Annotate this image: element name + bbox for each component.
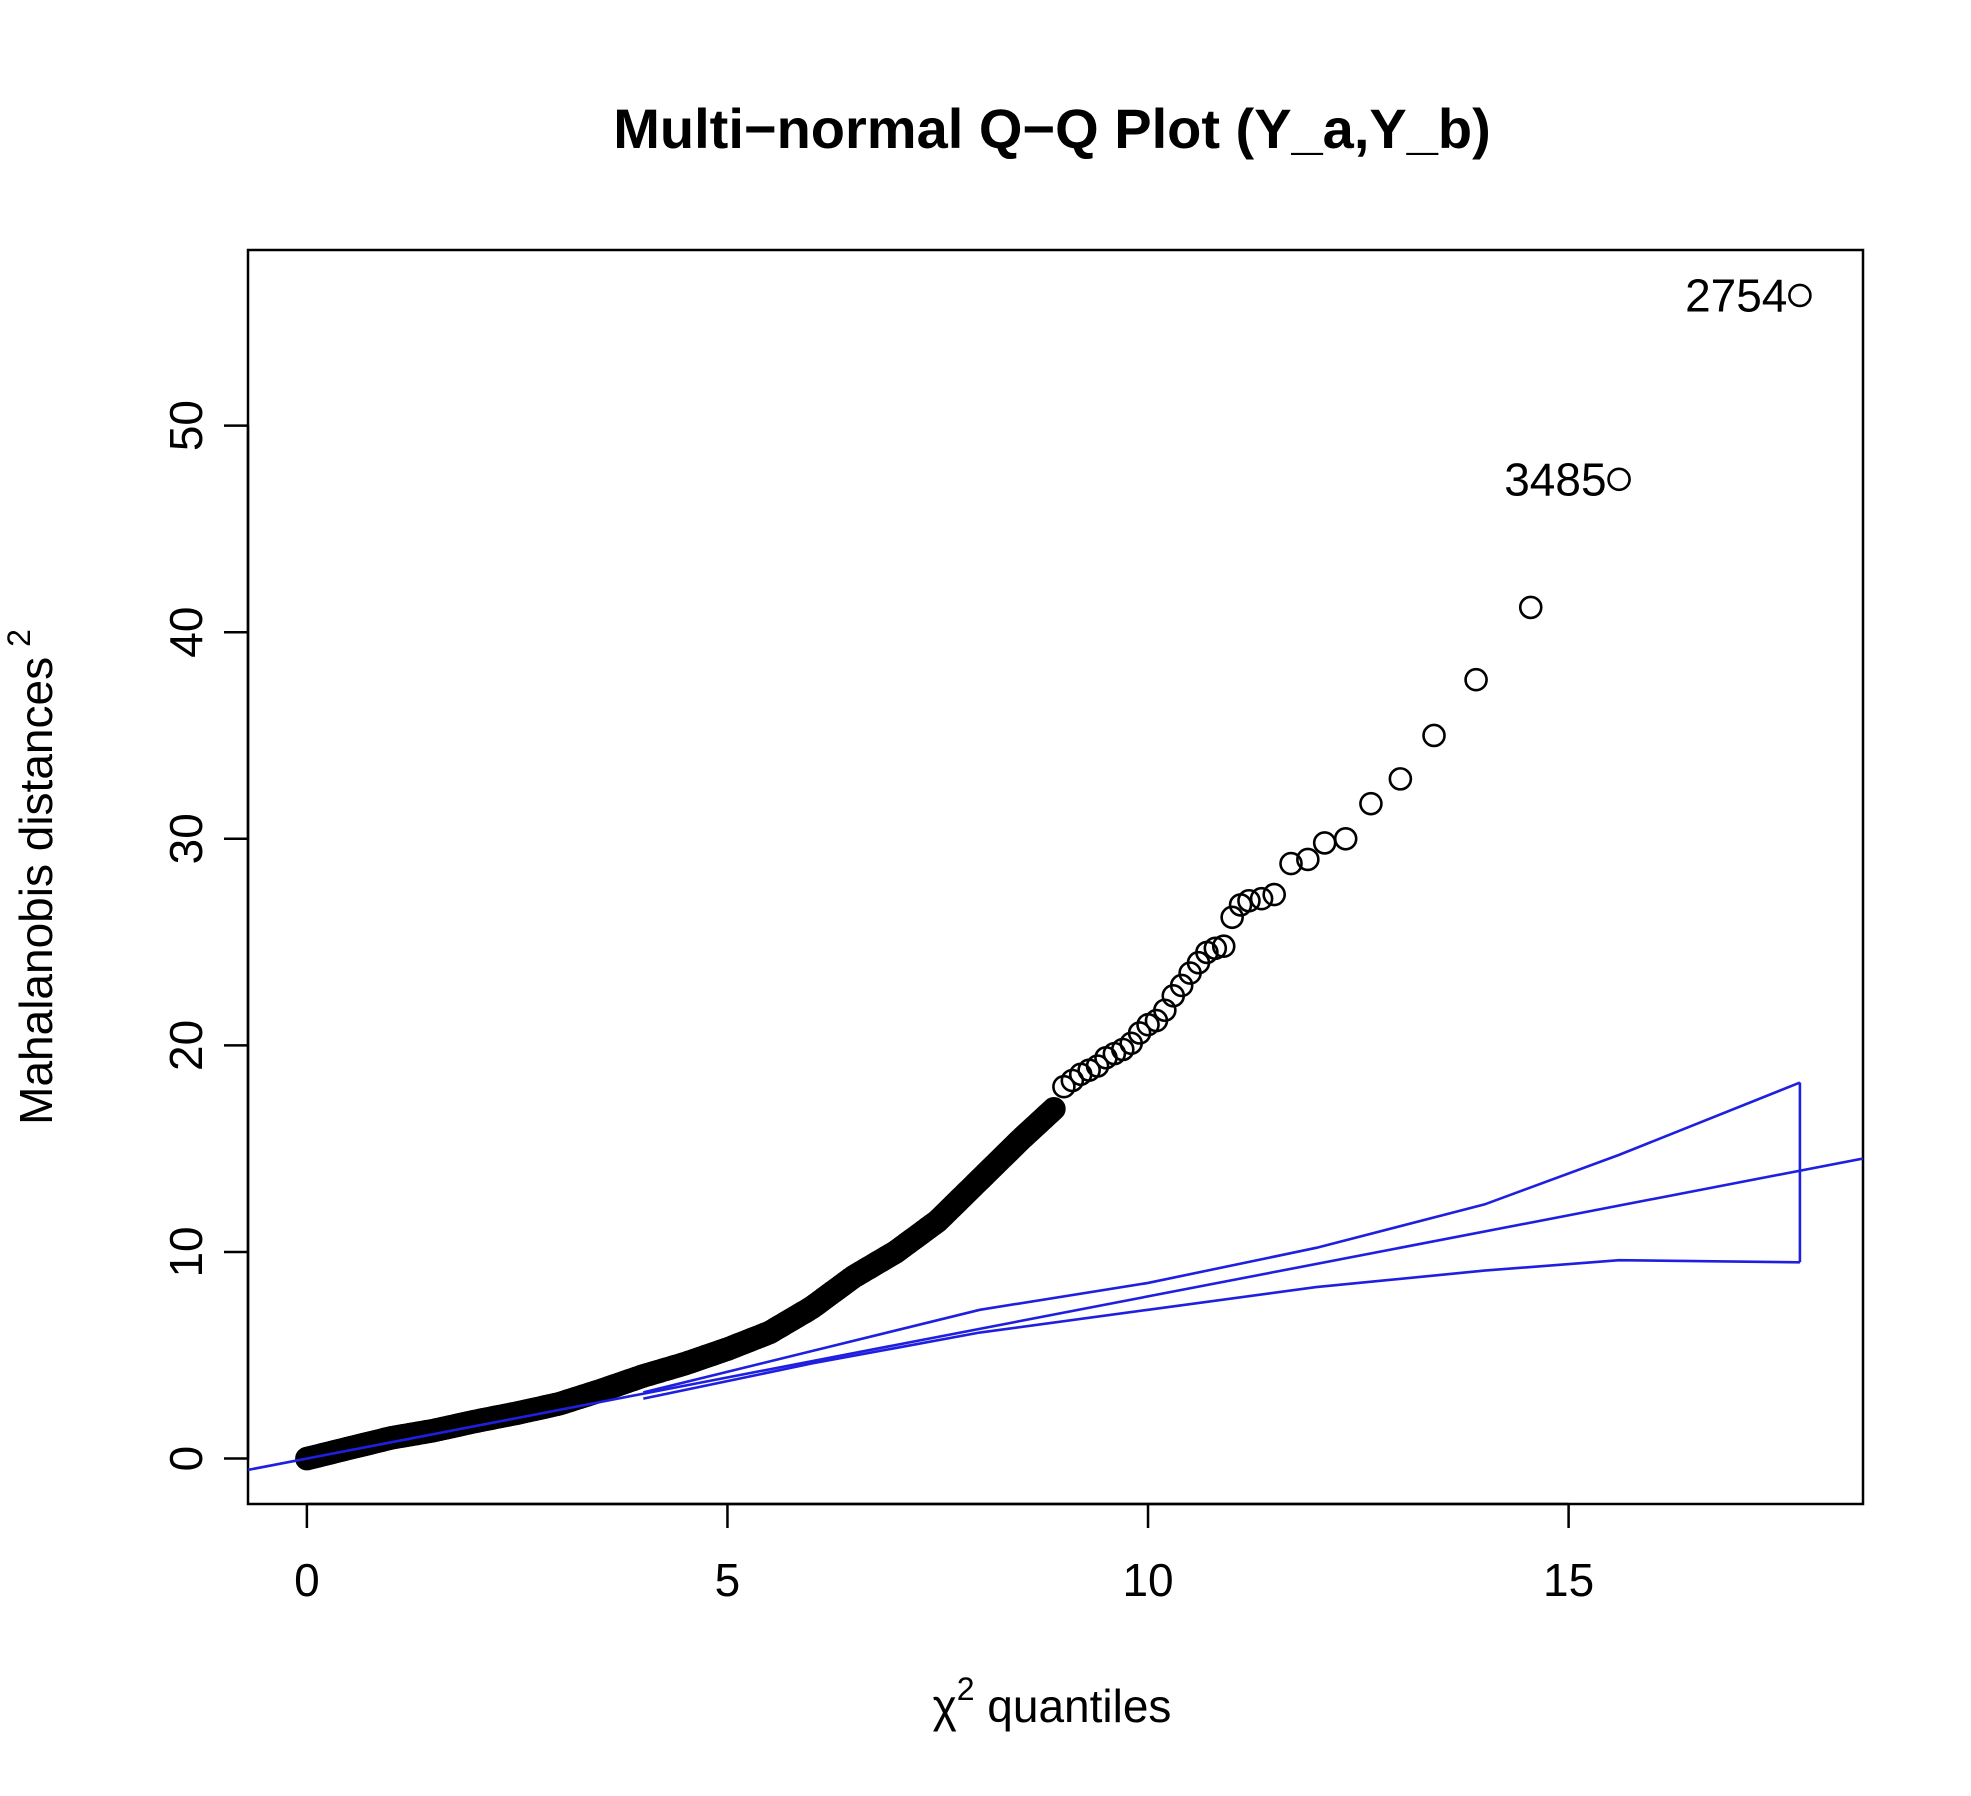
data-point [1203,936,1228,961]
outlier-point [1607,467,1631,492]
data-point [1296,847,1320,872]
outlier-points: 3485 2754 [1504,269,1812,505]
data-point [1359,791,1383,816]
data-point [1220,905,1244,930]
y-axis: 0 10 20 30 40 50 [160,400,250,1472]
y-tick-label: 50 [160,400,212,451]
x-axis: 0 5 10 15 [294,1502,1594,1606]
y-tick-label: 10 [160,1226,212,1277]
x-tick-label: 10 [1122,1554,1173,1606]
data-point [1211,934,1236,959]
data-point [1034,1104,1058,1128]
y-tick-label: 0 [160,1446,212,1472]
data-point [1085,1054,1110,1078]
data-point [1040,1098,1065,1123]
plot-frame [246,248,1865,1506]
envelope-upper [643,1081,1801,1394]
x-tick-label: 0 [294,1554,320,1606]
data-point [1262,882,1286,907]
chart-title: Multi−normal Q−Q Plot (Y_a,Y_b) [613,97,1491,160]
data-point [1333,826,1358,851]
data-point [1237,888,1261,913]
x-axis-label-superscript: 2 [957,1671,975,1707]
outlier-label: 2754 [1685,269,1787,321]
reference-envelope [248,1081,1863,1472]
y-tick-label: 40 [160,607,212,658]
y-tick-label: 20 [160,1020,212,1071]
data-point [1038,1100,1063,1124]
data-point [1279,851,1303,876]
data-point [1464,667,1488,692]
outlier-point [1788,283,1812,308]
data-points [295,595,1543,1471]
data-point [1518,595,1543,620]
y-axis-label-text: Mahalanobis distances [10,657,62,1125]
x-tick-label: 5 [715,1554,741,1606]
reference-line [248,1157,1863,1472]
plot-frame-group [246,248,1865,1506]
y-tick-label: 30 [160,813,212,864]
data-point [1127,1021,1152,1045]
data-point [1312,831,1337,855]
x-axis-label-text: quantiles [975,1680,1172,1732]
y-axis-label: Mahalanobis distances 2 [1,629,62,1125]
data-point [1249,886,1274,911]
x-axis-label-symbol: χ [933,1680,957,1732]
data-point [1422,723,1446,748]
x-axis-label: χ2 quantiles [933,1671,1172,1732]
data-point [1037,1101,1061,1126]
y-axis-label-superscript: 2 [1,629,37,647]
envelope-lower [643,1258,1800,1400]
data-point [1388,767,1413,791]
data-point [1042,1097,1066,1121]
data-point [1169,973,1194,998]
x-tick-label: 15 [1543,1554,1594,1606]
outlier-label: 3485 [1504,453,1606,505]
